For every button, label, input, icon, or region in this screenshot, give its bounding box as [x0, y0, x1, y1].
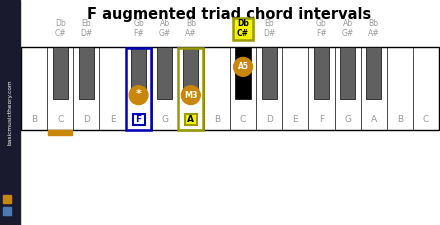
Text: F: F — [319, 115, 324, 124]
Text: D#: D# — [263, 29, 275, 38]
Text: G#: G# — [341, 29, 354, 38]
Bar — [126, 47, 151, 130]
Text: G: G — [344, 115, 351, 124]
Text: B: B — [31, 115, 37, 124]
Text: B: B — [397, 115, 403, 124]
Text: basicmusictheory.com: basicmusictheory.com — [7, 79, 12, 145]
Text: C: C — [57, 115, 63, 124]
Text: G#: G# — [158, 29, 171, 38]
Text: C: C — [240, 115, 246, 124]
Bar — [340, 47, 355, 99]
Bar — [3, 207, 11, 215]
Bar — [178, 47, 203, 130]
Text: A#: A# — [368, 29, 379, 38]
Circle shape — [234, 57, 253, 76]
Bar — [79, 47, 94, 99]
Text: M3: M3 — [184, 91, 198, 100]
Bar — [3, 195, 11, 203]
Text: B: B — [214, 115, 220, 124]
Text: D: D — [266, 115, 273, 124]
Text: C#: C# — [55, 29, 66, 38]
Text: E: E — [293, 115, 298, 124]
Text: D#: D# — [80, 29, 92, 38]
Text: A5: A5 — [238, 62, 249, 71]
Bar — [53, 47, 68, 99]
Text: F augmented triad chord intervals: F augmented triad chord intervals — [87, 7, 371, 22]
Text: C: C — [423, 115, 429, 124]
Bar — [366, 47, 381, 99]
Text: Db: Db — [237, 18, 249, 27]
Text: Ab: Ab — [160, 20, 170, 29]
Text: A: A — [370, 115, 377, 124]
Text: Ab: Ab — [342, 20, 352, 29]
Text: Bb: Bb — [186, 20, 196, 29]
Text: F#: F# — [316, 29, 327, 38]
Bar — [132, 114, 145, 125]
Text: D: D — [83, 115, 90, 124]
Text: A#: A# — [185, 29, 197, 38]
Bar — [185, 114, 197, 125]
Bar — [0, 0, 20, 225]
Circle shape — [129, 86, 148, 105]
Text: A: A — [187, 115, 194, 124]
Text: Eb: Eb — [264, 20, 274, 29]
Bar — [48, 130, 72, 135]
Text: F: F — [136, 115, 142, 124]
Text: Eb: Eb — [81, 20, 91, 29]
Text: C#: C# — [237, 29, 249, 38]
Text: G: G — [161, 115, 168, 124]
Text: F#: F# — [133, 29, 144, 38]
Text: Gb: Gb — [316, 20, 327, 29]
Bar — [233, 18, 253, 40]
Circle shape — [181, 86, 200, 105]
Bar — [183, 47, 198, 99]
Bar — [314, 47, 329, 99]
Text: Gb: Gb — [133, 20, 144, 29]
Bar — [262, 47, 277, 99]
Bar — [21, 47, 439, 130]
Text: Db: Db — [55, 20, 66, 29]
Text: E: E — [110, 115, 115, 124]
Bar — [157, 47, 172, 99]
Text: Bb: Bb — [369, 20, 379, 29]
Bar — [235, 47, 251, 99]
Text: *: * — [136, 89, 142, 99]
Bar — [131, 47, 146, 99]
